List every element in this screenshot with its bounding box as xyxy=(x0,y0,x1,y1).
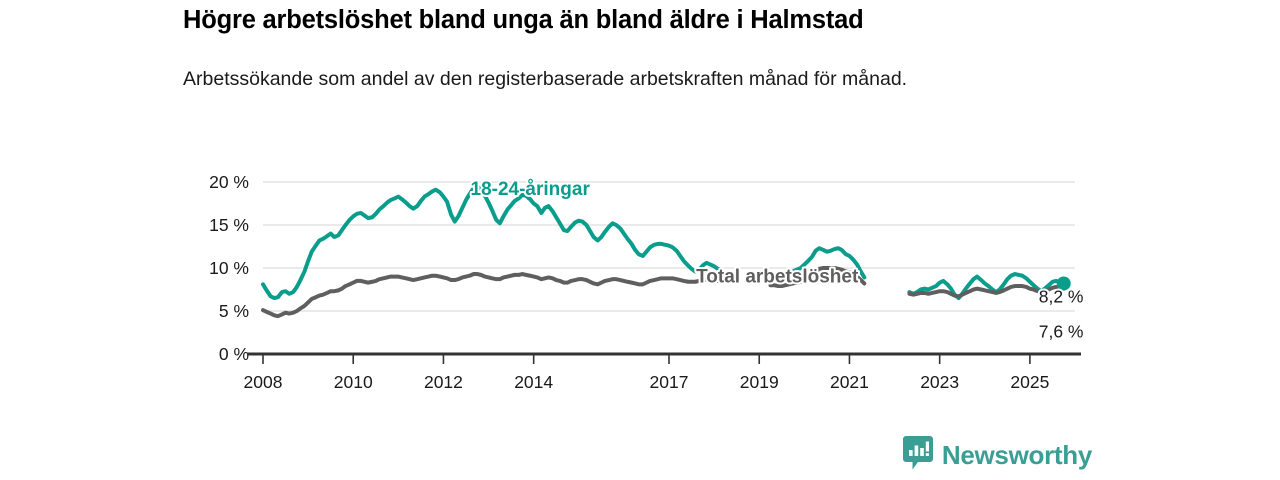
y-tick-label: 5 % xyxy=(219,301,249,321)
x-tick-label: 2025 xyxy=(1010,372,1049,392)
x-tick-label: 2023 xyxy=(920,372,959,392)
gridlines xyxy=(263,181,1075,312)
series-end-markers xyxy=(1056,276,1071,291)
series-line xyxy=(261,184,724,301)
brand-name: Newsworthy xyxy=(941,440,1092,470)
newsworthy-logo: Newsworthy xyxy=(902,436,1092,475)
series-line xyxy=(768,246,867,281)
chart-subtitle: Arbetssökande som andel av den registerb… xyxy=(183,68,908,90)
end-value-label-young: 8,2 % xyxy=(1039,286,1084,306)
x-tick-label: 2017 xyxy=(650,372,689,392)
x-tick-label: 2021 xyxy=(830,372,869,392)
series-annotations: 18-24-åringar Total arbetslöshet xyxy=(469,177,861,290)
y-tick-label: 0 % xyxy=(219,344,249,364)
y-axis-tick-labels: 0 % 5 % 10 % 15 % 20 % xyxy=(209,172,249,364)
line-chart-svg: 0 %5 %10 %15 %20 % 2008 2010 2012 2014 2017 2… xyxy=(209,172,1086,392)
series-end-dot xyxy=(1056,276,1071,291)
bar-chart-speech-bubble-icon xyxy=(902,436,933,475)
chart-footer: Newsworthy xyxy=(0,430,1280,480)
series-line xyxy=(907,284,1066,299)
x-axis-tick-labels: 2008 2010 2012 2014 2017 2019 2021 2023 2025 xyxy=(244,372,1050,392)
x-axis xyxy=(247,352,1081,364)
x-tick-label: 2008 xyxy=(244,372,283,392)
series-annotation: 18-24-åringar xyxy=(471,179,591,200)
series-line xyxy=(907,272,1066,301)
y-tick-label: 20 % xyxy=(209,172,249,192)
end-value-labels: 8,2 % 7,6 % xyxy=(1037,284,1086,343)
x-tick-label: 2012 xyxy=(424,372,463,392)
series-lines xyxy=(261,184,1066,319)
series-annotation: Total arbetslöshet xyxy=(696,267,859,288)
x-tick-label: 2014 xyxy=(514,372,553,392)
series-line xyxy=(768,266,867,289)
chart-plot-area: 0 % 5 % 10 % 15 % 20 % 2008 2010 2012 2014 2017 2… xyxy=(0,150,1280,400)
x-tick-label: 2019 xyxy=(740,372,779,392)
y-tick-label: 15 % xyxy=(209,215,249,235)
y-tick-label: 10 % xyxy=(209,258,249,278)
series-line xyxy=(261,272,724,319)
page-title: Högre arbetslöshet bland unga än bland ä… xyxy=(183,6,864,34)
end-value-label-total: 7,6 % xyxy=(1039,322,1084,342)
x-tick-label: 2010 xyxy=(334,372,373,392)
